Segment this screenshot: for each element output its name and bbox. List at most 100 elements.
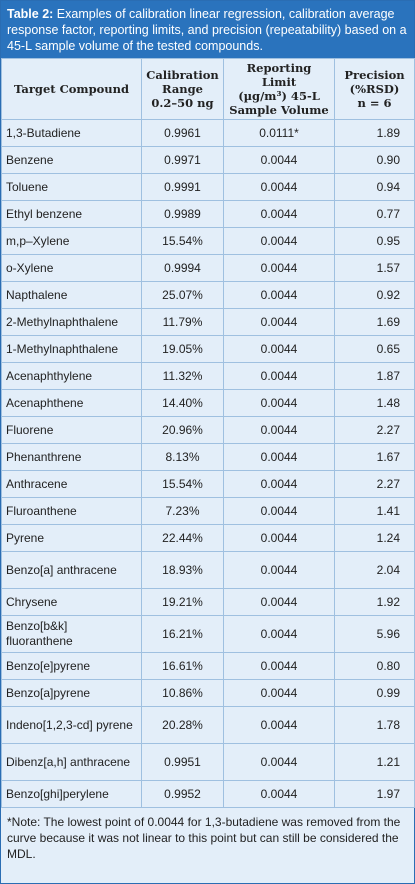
value-cell: 22.44%	[141, 524, 224, 552]
table-row: m,p–Xylene 15.54% 0.0044 0.95	[1, 227, 415, 255]
value-cell: 2.04	[334, 551, 415, 589]
value-cell: 0.80	[334, 652, 415, 680]
value-cell: 0.0044	[223, 146, 335, 174]
value-cell: 18.93%	[141, 551, 224, 589]
compound-cell: 1-Methylnaphthalene	[1, 335, 142, 363]
footnote: *Note: The lowest point of 0.0044 for 1,…	[7, 815, 401, 861]
value-cell: 15.54%	[141, 470, 224, 498]
compound-cell: Benzo[a]pyrene	[1, 679, 142, 707]
table-row: o-Xylene 0.9994 0.0044 1.57	[1, 254, 415, 282]
value-cell: 1.87	[334, 362, 415, 390]
compound-cell: Acenaphthylene	[1, 362, 142, 390]
compound-cell: Anthracene	[1, 470, 142, 498]
compound-cell: Pyrene	[1, 524, 142, 552]
value-cell: 0.0044	[223, 389, 335, 417]
value-cell: 0.0111*	[223, 119, 335, 147]
table-row: Fluroanthene 7.23% 0.0044 1.41	[1, 497, 415, 525]
value-cell: 8.13%	[141, 443, 224, 471]
value-cell: 0.9952	[141, 780, 224, 808]
compound-cell: Phenanthrene	[1, 443, 142, 471]
table-row: Benzo[ghi]perylene 0.9952 0.0044 1.97	[1, 780, 415, 808]
value-cell: 10.86%	[141, 679, 224, 707]
value-cell: 0.0044	[223, 173, 335, 201]
value-cell: 19.21%	[141, 588, 224, 616]
value-cell: 15.54%	[141, 227, 224, 255]
compound-cell: Benzo[e]pyrene	[1, 652, 142, 680]
compound-cell: Benzo[ghi]perylene	[1, 780, 142, 808]
table-row: Fluorene 20.96% 0.0044 2.27	[1, 416, 415, 444]
value-cell: 14.40%	[141, 389, 224, 417]
value-cell: 0.0044	[223, 200, 335, 228]
compound-cell: Benzene	[1, 146, 142, 174]
value-cell: 0.0044	[223, 551, 335, 589]
value-cell: 0.0044	[223, 615, 335, 653]
compound-cell: Benzo[b&k] fluoranthene	[1, 615, 142, 653]
value-cell: 0.99	[334, 679, 415, 707]
table-row: Napthalene 25.07% 0.0044 0.92	[1, 281, 415, 309]
value-cell: 1.67	[334, 443, 415, 471]
value-cell: 1.24	[334, 524, 415, 552]
compound-cell: Fluroanthene	[1, 497, 142, 525]
table-row: Benzene 0.9971 0.0044 0.90	[1, 146, 415, 174]
value-cell: 20.96%	[141, 416, 224, 444]
value-cell: 0.0044	[223, 679, 335, 707]
value-cell: 0.0044	[223, 281, 335, 309]
value-cell: 5.96	[334, 615, 415, 653]
value-cell: 0.92	[334, 281, 415, 309]
compound-cell: Benzo[a] anthracene	[1, 551, 142, 589]
table-row: Dibenz[a,h] anthracene 0.9951 0.0044 1.21	[1, 743, 415, 781]
value-cell: 16.61%	[141, 652, 224, 680]
table-row: Pyrene 22.44% 0.0044 1.24	[1, 524, 415, 552]
value-cell: 0.0044	[223, 470, 335, 498]
value-cell: 0.65	[334, 335, 415, 363]
value-cell: 0.0044	[223, 443, 335, 471]
value-cell: 0.9951	[141, 743, 224, 781]
value-cell: 0.0044	[223, 362, 335, 390]
value-cell: 2.27	[334, 470, 415, 498]
value-cell: 1.97	[334, 780, 415, 808]
table-row: Acenaphthylene 11.32% 0.0044 1.87	[1, 362, 415, 390]
table-row: Acenaphthene 14.40% 0.0044 1.48	[1, 389, 415, 417]
header-line: (%RSD)	[349, 82, 400, 96]
value-cell: 7.23%	[141, 497, 224, 525]
value-cell: 2.27	[334, 416, 415, 444]
compound-cell: Napthalene	[1, 281, 142, 309]
value-cell: 0.0044	[223, 308, 335, 336]
table-row: Chrysene 19.21% 0.0044 1.92	[1, 588, 415, 616]
header-line: Range	[162, 82, 203, 96]
value-cell: 0.90	[334, 146, 415, 174]
value-cell: 0.0044	[223, 652, 335, 680]
value-cell: 0.9961	[141, 119, 224, 147]
header-row: Target Compound Calibration Range 0.2–50 ng…	[1, 58, 415, 120]
data-table: Target Compound Calibration Range 0.2–50 ng…	[1, 58, 415, 808]
value-cell: 1.78	[334, 706, 415, 744]
value-cell: 0.9994	[141, 254, 224, 282]
header-line: Target Compound	[13, 82, 130, 96]
value-cell: 1.92	[334, 588, 415, 616]
compound-cell: Toluene	[1, 173, 142, 201]
value-cell: 11.79%	[141, 308, 224, 336]
compound-cell: Fluorene	[1, 416, 142, 444]
table-row: Toluene 0.9991 0.0044 0.94	[1, 173, 415, 201]
value-cell: 1.57	[334, 254, 415, 282]
value-cell: 25.07%	[141, 281, 224, 309]
header-line: Precision	[344, 68, 405, 82]
caption-text: Examples of calibration linear regressio…	[7, 7, 407, 53]
header-line: n = 6	[357, 96, 392, 110]
table-row: Indeno[1,2,3-cd] pyrene 20.28% 0.0044 1.78	[1, 706, 415, 744]
value-cell: 0.9989	[141, 200, 224, 228]
table-row: Benzo[a]pyrene 10.86% 0.0044 0.99	[1, 679, 415, 707]
column-header: Calibration Range 0.2–50 ng	[141, 58, 224, 120]
header-line: Sample Volume	[229, 103, 329, 117]
header-line: Calibration	[146, 68, 219, 82]
value-cell: 0.0044	[223, 524, 335, 552]
table-row: Benzo[a] anthracene 18.93% 0.0044 2.04	[1, 551, 415, 589]
value-cell: 0.0044	[223, 254, 335, 282]
header-line: Reporting Limit	[246, 61, 312, 89]
column-header: Reporting Limit (µg/m³) 45-L Sample Volume	[223, 58, 335, 120]
compound-cell: o-Xylene	[1, 254, 142, 282]
header-line: (µg/m³) 45-L	[238, 89, 320, 103]
table-caption: Table 2: Examples of calibration linear …	[1, 1, 414, 58]
table-row: 2-Methylnaphthalene 11.79% 0.0044 1.69	[1, 308, 415, 336]
